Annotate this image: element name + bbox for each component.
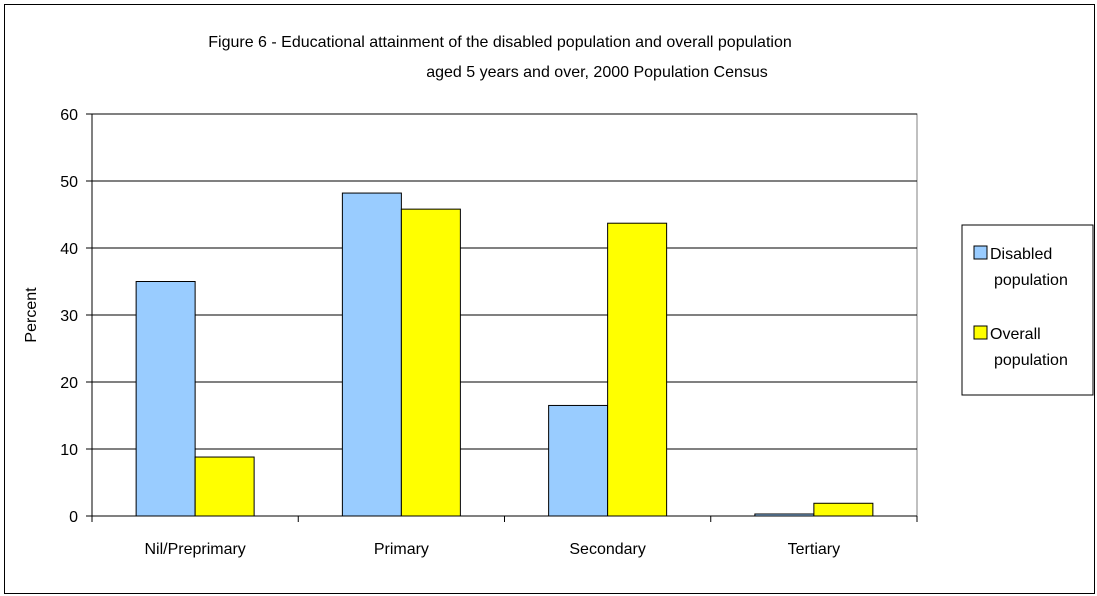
legend-label: population: [994, 272, 1068, 289]
legend-swatch: [973, 245, 988, 260]
legend-label: Overall: [990, 326, 1041, 343]
bar-overall-nil-preprimary: [194, 456, 255, 517]
legend-label: population: [994, 352, 1068, 369]
legend: Disabled population Overall population: [961, 224, 1094, 396]
y-tick-label: 40: [60, 241, 78, 258]
y-tick-label: 20: [60, 375, 78, 392]
x-category-label: Secondary: [569, 541, 646, 558]
legend-label: Disabled: [990, 246, 1052, 263]
bar-disabled-primary: [341, 192, 402, 517]
axes: [86, 113, 918, 522]
x-category-label: Tertiary: [788, 541, 840, 558]
y-tick-label: 50: [60, 174, 78, 191]
chart-title-line-1: Figure 6 - Educational attainment of the…: [208, 34, 792, 51]
y-tick-label: 60: [60, 107, 78, 124]
y-axis-title: Percent: [23, 287, 40, 343]
bars: [135, 192, 874, 517]
gridlines: [92, 113, 917, 450]
bar-overall-tertiary: [813, 502, 874, 517]
bar-disabled-nil-preprimary: [135, 281, 196, 517]
y-tick-label: 30: [60, 308, 78, 325]
legend-swatch: [973, 325, 988, 340]
chart-title: Figure 6 - Educational attainment of the…: [208, 34, 792, 81]
bar-overall-secondary: [607, 222, 668, 517]
bar-disabled-secondary: [548, 404, 609, 517]
bar-overall-primary: [400, 208, 461, 517]
y-tick-labels: 0 10 20 30 40 50 60: [60, 107, 78, 526]
chart-title-line-2: aged 5 years and over, 2000 Population C…: [426, 64, 768, 81]
x-category-label: Primary: [374, 541, 429, 558]
y-tick-label: 0: [69, 509, 78, 526]
x-category-labels: Nil/Preprimary Primary Secondary Tertiary: [144, 541, 840, 558]
x-category-label: Nil/Preprimary: [144, 541, 245, 558]
y-tick-label: 10: [60, 442, 78, 459]
